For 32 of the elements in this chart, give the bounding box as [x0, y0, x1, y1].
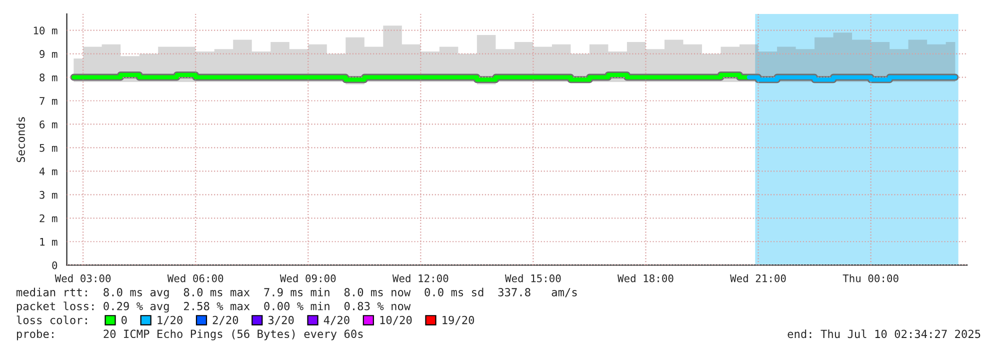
text: end: Thu Jul 10 02:34:27 2025 — [788, 329, 980, 338]
y-tick-label: 7 m — [40, 97, 58, 105]
legend-label: 2/20 — [212, 316, 238, 326]
y-tick-label: 10 m — [34, 26, 58, 34]
y-tick-label: 1 m — [40, 238, 58, 246]
y-tick-label: 3 m — [40, 190, 58, 199]
x-tick-label: Thu 00:00 — [842, 274, 898, 282]
y-axis-title: Seconds — [16, 117, 25, 162]
legend-label: 4/20 — [324, 316, 350, 326]
x-tick-label: Wed 03:00 — [54, 274, 111, 282]
x-tick-label: Wed 12:00 — [392, 274, 448, 282]
x-tick-label: Wed 21:00 — [730, 274, 786, 282]
text: packet loss: 0.29 % avg 2.58 % max 0.00 % min 0.83 % now — [16, 302, 411, 313]
legend-label: 1/20 — [158, 316, 182, 326]
legend-label: 19/20 — [442, 316, 474, 326]
text: median rtt: 8.0 ms avg 8.0 ms max 7.9 ms min 8.0 ms now 0.0 ms sd 337.8 am/s — [16, 288, 577, 299]
y-tick-label: 8 m — [40, 74, 58, 82]
text: probe: 20 ICMP Echo Pings (56 Bytes) every 60s — [16, 329, 363, 340]
y-tick-label: 5 m — [40, 144, 58, 152]
x-tick-label: Wed 18:00 — [618, 274, 674, 282]
y-tick-label: 2 m — [40, 214, 58, 222]
legend-label: 10/20 — [380, 316, 412, 326]
x-tick-label: Wed 15:00 — [504, 274, 561, 282]
y-tick-label: 9 m — [40, 50, 58, 58]
y-tick-label: 4 m — [39, 168, 58, 176]
legend-title: loss color: — [16, 316, 87, 324]
y-tick-label: 6 m — [40, 120, 58, 128]
x-tick-label: Wed 06:00 — [167, 274, 224, 282]
legend-label: 0 — [122, 316, 127, 324]
x-tick-label: Wed 09:00 — [280, 274, 336, 282]
y-tick-label: 0 — [52, 261, 58, 270]
legend-label: 3/20 — [268, 316, 294, 326]
